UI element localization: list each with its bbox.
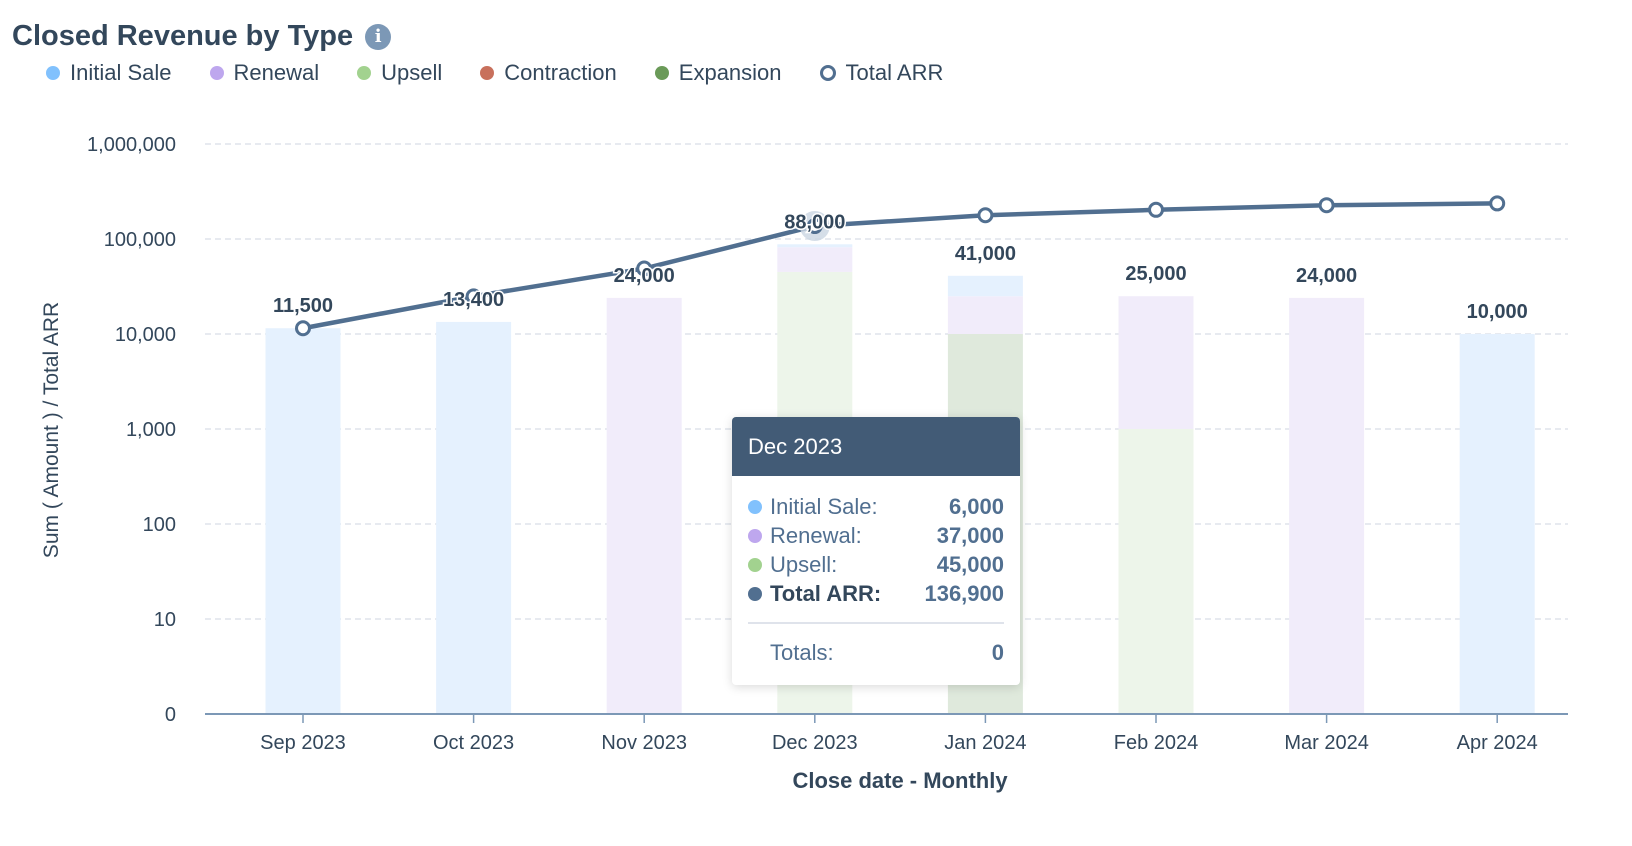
total-arr-point (1489, 195, 1506, 212)
bar-segment-renewal (1289, 297, 1365, 714)
info-icon[interactable]: i (365, 23, 392, 50)
tooltip-divider (748, 622, 1004, 624)
x-tick-label: Apr 2024 (1457, 732, 1538, 754)
total-arr-point (465, 288, 482, 305)
legend-item-renewal[interactable]: Renewal (209, 60, 320, 86)
total-arr-point (295, 320, 311, 337)
tooltip-totals-value: 0 (991, 640, 1004, 665)
chart-title-text: Closed Revenue by Type (12, 20, 354, 52)
series-dot-icon (748, 586, 762, 601)
chart-title: Closed Revenue by Type i (12, 20, 392, 53)
bar-total-label: 24,000 (614, 265, 675, 287)
series-dot-icon (748, 557, 762, 572)
x-tick-label: Sep 2023 (260, 732, 346, 754)
bar-segment-initial-sale (777, 244, 853, 248)
legend-item-upsell[interactable]: Upsell (357, 60, 442, 86)
legend-label: Initial Sale (70, 60, 172, 85)
bar-segment-renewal (606, 297, 682, 714)
bar-segment-initial-sale (947, 275, 1023, 297)
series-dot-icon (748, 499, 762, 514)
legend-label: Total ARR (845, 60, 944, 85)
y-tick-label: 10,000 (115, 324, 176, 346)
bar-segment-renewal (1118, 296, 1194, 429)
legend-label: Renewal (233, 60, 320, 85)
x-tick-label: Feb 2024 (1114, 732, 1199, 754)
series-dot-icon (748, 528, 762, 543)
legend-item-initial-sale[interactable]: Initial Sale (46, 60, 172, 86)
bar-total-label: 24,000 (1296, 265, 1357, 287)
tooltip-row: Renewal: 37,000 (748, 521, 1004, 550)
total-arr-point (1148, 201, 1164, 218)
tooltip-row: Upsell: 45,000 (748, 550, 1004, 579)
total-arr-point (806, 218, 823, 235)
bar-segment-renewal (777, 247, 853, 272)
legend-item-expansion[interactable]: Expansion (654, 60, 782, 86)
legend: Initial Sale Renewal Upsell Contraction Expa… (46, 60, 981, 86)
x-tick-label: Oct 2023 (433, 732, 514, 754)
bar-total-label: 13,400 (443, 289, 504, 311)
y-tick-label: 0 (165, 704, 176, 726)
legend-marker-icon (480, 66, 495, 80)
legend-item-total-arr[interactable]: Total ARR (819, 60, 944, 86)
tooltip-row: Initial Sale: 6,000 (748, 492, 1004, 521)
legend-marker-icon (654, 66, 669, 80)
bar-total-label: 10,000 (1467, 301, 1528, 323)
legend-marker-icon (357, 66, 372, 80)
bar-total-label: 25,000 (1125, 263, 1186, 285)
x-tick-label: Mar 2024 (1284, 732, 1369, 754)
total-arr-line (302, 201, 1498, 331)
tooltip-row-label: Total ARR: (770, 580, 882, 606)
bar-segment-initial-sale (265, 328, 341, 714)
total-arr-point (636, 260, 653, 277)
legend-label: Upsell (381, 60, 443, 85)
x-axis-label: Close date - Monthly (792, 768, 1008, 793)
y-tick-label: 100 (143, 514, 176, 536)
tooltip: Dec 2023 Initial Sale: 6,000 Renewal: 37,00… (732, 417, 1020, 685)
bar-total-label: 88,000 (784, 211, 845, 233)
x-tick-label: Jan 2024 (944, 732, 1026, 754)
tooltip-row-value: 136,900 (924, 580, 1004, 606)
tooltip-row-value: 37,000 (936, 522, 1004, 548)
legend-marker-icon (819, 65, 836, 81)
x-tick-label: Dec 2023 (772, 732, 858, 754)
x-tick-label: Nov 2023 (601, 732, 687, 754)
legend-label: Expansion (678, 60, 782, 85)
legend-item-contraction[interactable]: Contraction (480, 60, 617, 86)
legend-marker-icon (209, 66, 224, 80)
tooltip-row-value: 45,000 (936, 551, 1004, 577)
y-tick-label: 100,000 (104, 229, 176, 251)
total-arr-point (977, 207, 994, 224)
y-tick-label: 1,000 (126, 419, 176, 441)
legend-label: Contraction (504, 60, 617, 85)
y-axis-label: Sum ( Amount ) / Total ARR (40, 302, 63, 558)
tooltip-row-label: Initial Sale: (770, 493, 878, 519)
bar-segment-renewal (947, 296, 1023, 334)
bar-segment-upsell (1118, 429, 1194, 714)
y-tick-label: 10 (154, 609, 176, 631)
bar-segment-initial-sale (436, 321, 512, 714)
tooltip-row-value: 6,000 (948, 493, 1004, 519)
bar-segment-initial-sale (1459, 334, 1535, 714)
tooltip-row-label: Renewal: (770, 522, 862, 548)
y-tick-label: 1,000,000 (87, 134, 176, 156)
bar-total-label: 41,000 (955, 243, 1016, 265)
tooltip-totals-label: Totals: (770, 640, 834, 665)
tooltip-row: Total ARR: 136,900 (748, 579, 1004, 608)
tooltip-row-label: Upsell: (770, 551, 838, 577)
tooltip-title: Dec 2023 (732, 417, 1020, 476)
bar-total-label: 11,500 (273, 295, 333, 317)
total-arr-point (1318, 197, 1335, 214)
tooltip-totals: Totals: 0 (748, 640, 1004, 666)
legend-marker-icon (46, 66, 60, 80)
